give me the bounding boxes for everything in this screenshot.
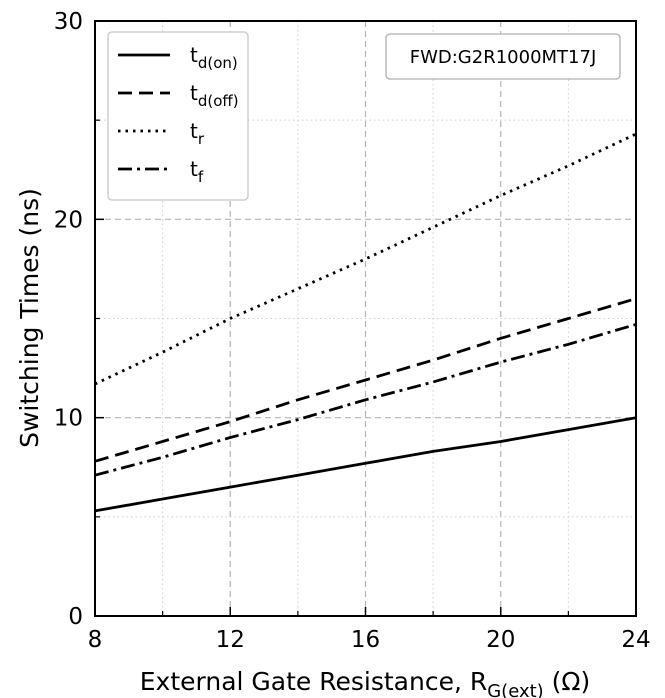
x-tick-label: 16 — [351, 627, 380, 653]
x-axis-title-unit: (Ω) — [544, 667, 591, 696]
series-line-f — [94, 323, 637, 477]
legend-label-f: tf — [190, 157, 204, 186]
y-tick-label: 10 — [54, 406, 83, 432]
x-tick-label: 8 — [88, 627, 103, 653]
legend-label-r: tr — [190, 119, 205, 148]
x-axis-title-main: External Gate Resistance, R — [140, 667, 487, 696]
series-line-r — [94, 132, 637, 386]
y-tick-label: 0 — [68, 604, 83, 630]
legend-box — [107, 31, 249, 201]
y-tick-label: 20 — [54, 207, 83, 233]
y-axis-title: Switching Times (ns) — [15, 188, 44, 448]
legend: td(on) td(off) tr tf — [107, 31, 249, 201]
x-tick-label: 20 — [486, 627, 515, 653]
x-tick-label: 24 — [621, 627, 650, 653]
annotation-text: FWD:G2R1000MT17J — [410, 47, 597, 68]
legend-label-d(on): td(on) — [190, 43, 238, 72]
annotation-box: FWD:G2R1000MT17J — [385, 33, 621, 80]
series-line-d(off) — [94, 297, 637, 463]
x-axis-title-subscript: G(ext) — [487, 681, 543, 698]
axis-ticks: 8 12 16 20 24 0 10 20 30 — [54, 9, 651, 653]
series-line-d(on) — [94, 416, 637, 513]
legend-label-d(off): td(off) — [190, 81, 239, 110]
x-tick-label: 12 — [216, 627, 245, 653]
x-axis-title: External Gate Resistance, RG(ext) (Ω) — [140, 667, 591, 698]
annotation-frame — [385, 33, 621, 80]
series-lines — [94, 132, 637, 513]
y-tick-label: 30 — [54, 9, 83, 35]
